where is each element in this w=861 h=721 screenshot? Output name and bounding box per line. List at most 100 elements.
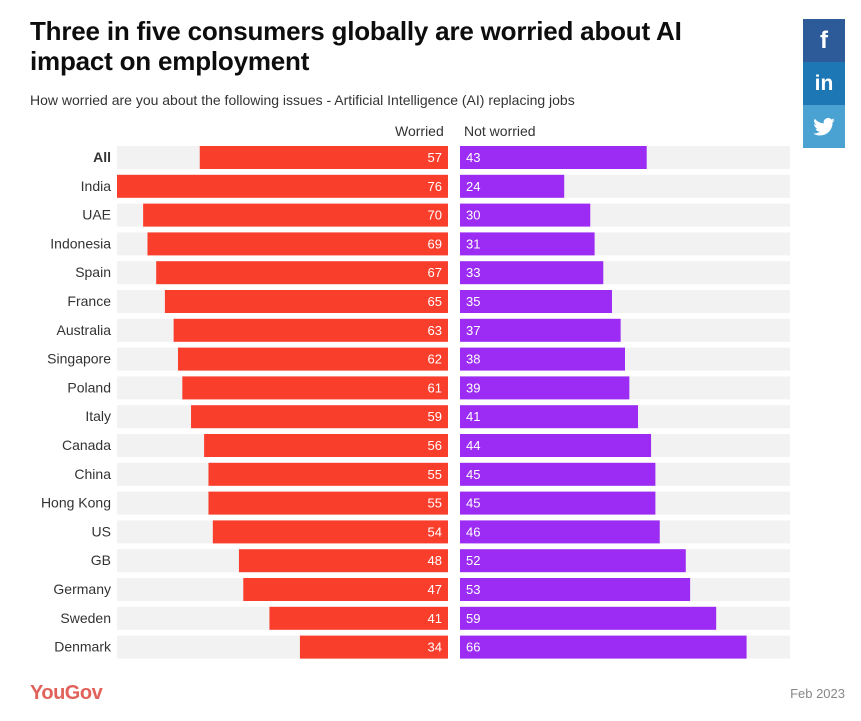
worried-value-label: 56	[428, 438, 442, 453]
category-label: US	[92, 523, 111, 539]
worried-value-label: 69	[428, 236, 442, 251]
worried-bar	[143, 203, 448, 227]
not-worried-bar	[460, 376, 630, 400]
worried-bar	[299, 635, 448, 659]
not-worried-value-label: 43	[466, 150, 480, 165]
worried-bar	[269, 606, 448, 630]
facebook-icon: f	[820, 26, 828, 54]
not-worried-value-label: 53	[466, 582, 480, 597]
worried-bar	[147, 232, 448, 256]
not-worried-bar	[460, 434, 652, 457]
not-worried-value-label: 38	[466, 352, 480, 367]
not-worried-value-label: 24	[466, 179, 480, 194]
category-label: Singapore	[47, 351, 111, 367]
not-worried-bar	[460, 290, 612, 313]
worried-value-label: 59	[428, 409, 442, 424]
chart-title: Three in five consumers globally are wor…	[30, 16, 682, 76]
not-worried-value-label: 44	[466, 438, 480, 453]
worried-bar	[212, 520, 448, 544]
not-worried-value-label: 41	[466, 409, 480, 424]
not-worried-value-label: 46	[466, 524, 480, 539]
category-label: Denmark	[54, 639, 112, 655]
worried-bar	[173, 318, 449, 342]
not-worried-bar	[460, 491, 656, 515]
linkedin-icon: in	[814, 71, 834, 95]
worried-value-label: 47	[428, 582, 442, 597]
not-worried-value-label: 39	[466, 380, 480, 395]
worried-bar	[156, 261, 448, 285]
category-label: Sweden	[60, 610, 111, 626]
not-worried-bar	[460, 462, 656, 486]
not-worried-value-label: 59	[466, 611, 480, 626]
publication-date: Feb 2023	[790, 686, 845, 701]
share-bar: f in	[803, 19, 845, 148]
worried-value-label: 54	[428, 524, 442, 539]
not-worried-value-label: 45	[466, 467, 480, 482]
worried-value-label: 62	[428, 352, 442, 367]
legend-not-worried: Not worried	[464, 123, 536, 139]
not-worried-bar	[460, 578, 691, 601]
not-worried-bar	[460, 405, 639, 429]
worried-value-label: 61	[428, 380, 442, 395]
linkedin-share-button[interactable]: in	[803, 62, 845, 105]
not-worried-bar	[460, 261, 604, 285]
not-worried-value-label: 52	[466, 553, 480, 568]
not-worried-value-label: 31	[466, 236, 480, 251]
worried-value-label: 55	[428, 467, 442, 482]
not-worried-value-label: 45	[466, 496, 480, 511]
category-label: Hong Kong	[41, 495, 111, 511]
not-worried-value-label: 66	[466, 640, 480, 655]
worried-bar	[191, 405, 448, 429]
worried-value-label: 55	[428, 496, 442, 511]
not-worried-value-label: 37	[466, 323, 480, 338]
facebook-share-button[interactable]: f	[803, 19, 845, 62]
category-label: Spain	[75, 264, 111, 280]
not-worried-value-label: 30	[466, 208, 480, 223]
not-worried-bar	[460, 549, 686, 573]
category-label: Indonesia	[50, 235, 111, 251]
not-worried-bar	[460, 520, 660, 544]
worried-bar	[117, 174, 448, 198]
category-label: France	[67, 293, 111, 309]
category-label: GB	[91, 552, 111, 568]
not-worried-bar	[460, 203, 591, 227]
yougov-logo[interactable]: YouGov	[30, 682, 103, 704]
not-worried-value-label: 35	[466, 294, 480, 309]
worried-value-label: 57	[428, 150, 442, 165]
worried-bar	[208, 491, 448, 515]
not-worried-value-label: 33	[466, 265, 480, 280]
not-worried-bar	[460, 606, 717, 630]
category-label: Germany	[53, 581, 111, 597]
worried-value-label: 34	[428, 640, 442, 655]
category-label: Australia	[57, 322, 112, 338]
not-worried-bar	[460, 318, 621, 342]
worried-value-label: 76	[428, 179, 442, 194]
worried-bar	[204, 434, 448, 457]
worried-bar	[208, 462, 448, 486]
worried-bar	[164, 290, 448, 313]
category-label: Italy	[85, 408, 111, 424]
not-worried-bar	[460, 635, 747, 659]
worried-value-label: 48	[428, 553, 442, 568]
worried-bar	[182, 376, 448, 400]
not-worried-bar	[460, 232, 595, 256]
legend-worried: Worried	[395, 123, 444, 139]
not-worried-bar	[460, 347, 625, 371]
worried-value-label: 41	[428, 611, 442, 626]
twitter-share-button[interactable]	[803, 105, 845, 148]
category-label: All	[93, 149, 111, 165]
category-label: China	[74, 466, 111, 482]
diverging-bar-chart: All 57 43 India 76 24 UAE 70 30 Indonesia 69 31 Spai…	[41, 146, 790, 659]
worried-bar	[199, 146, 448, 169]
category-label: UAE	[82, 207, 111, 223]
worried-value-label: 63	[428, 323, 442, 338]
worried-value-label: 65	[428, 294, 442, 309]
chart-subtitle: How worried are you about the following …	[30, 92, 575, 108]
category-label: Canada	[62, 437, 111, 453]
twitter-icon	[813, 117, 835, 135]
category-label: Poland	[67, 379, 111, 395]
worried-bar	[177, 347, 448, 371]
worried-bar	[238, 549, 448, 573]
category-label: India	[81, 178, 112, 194]
worried-bar	[243, 578, 448, 601]
